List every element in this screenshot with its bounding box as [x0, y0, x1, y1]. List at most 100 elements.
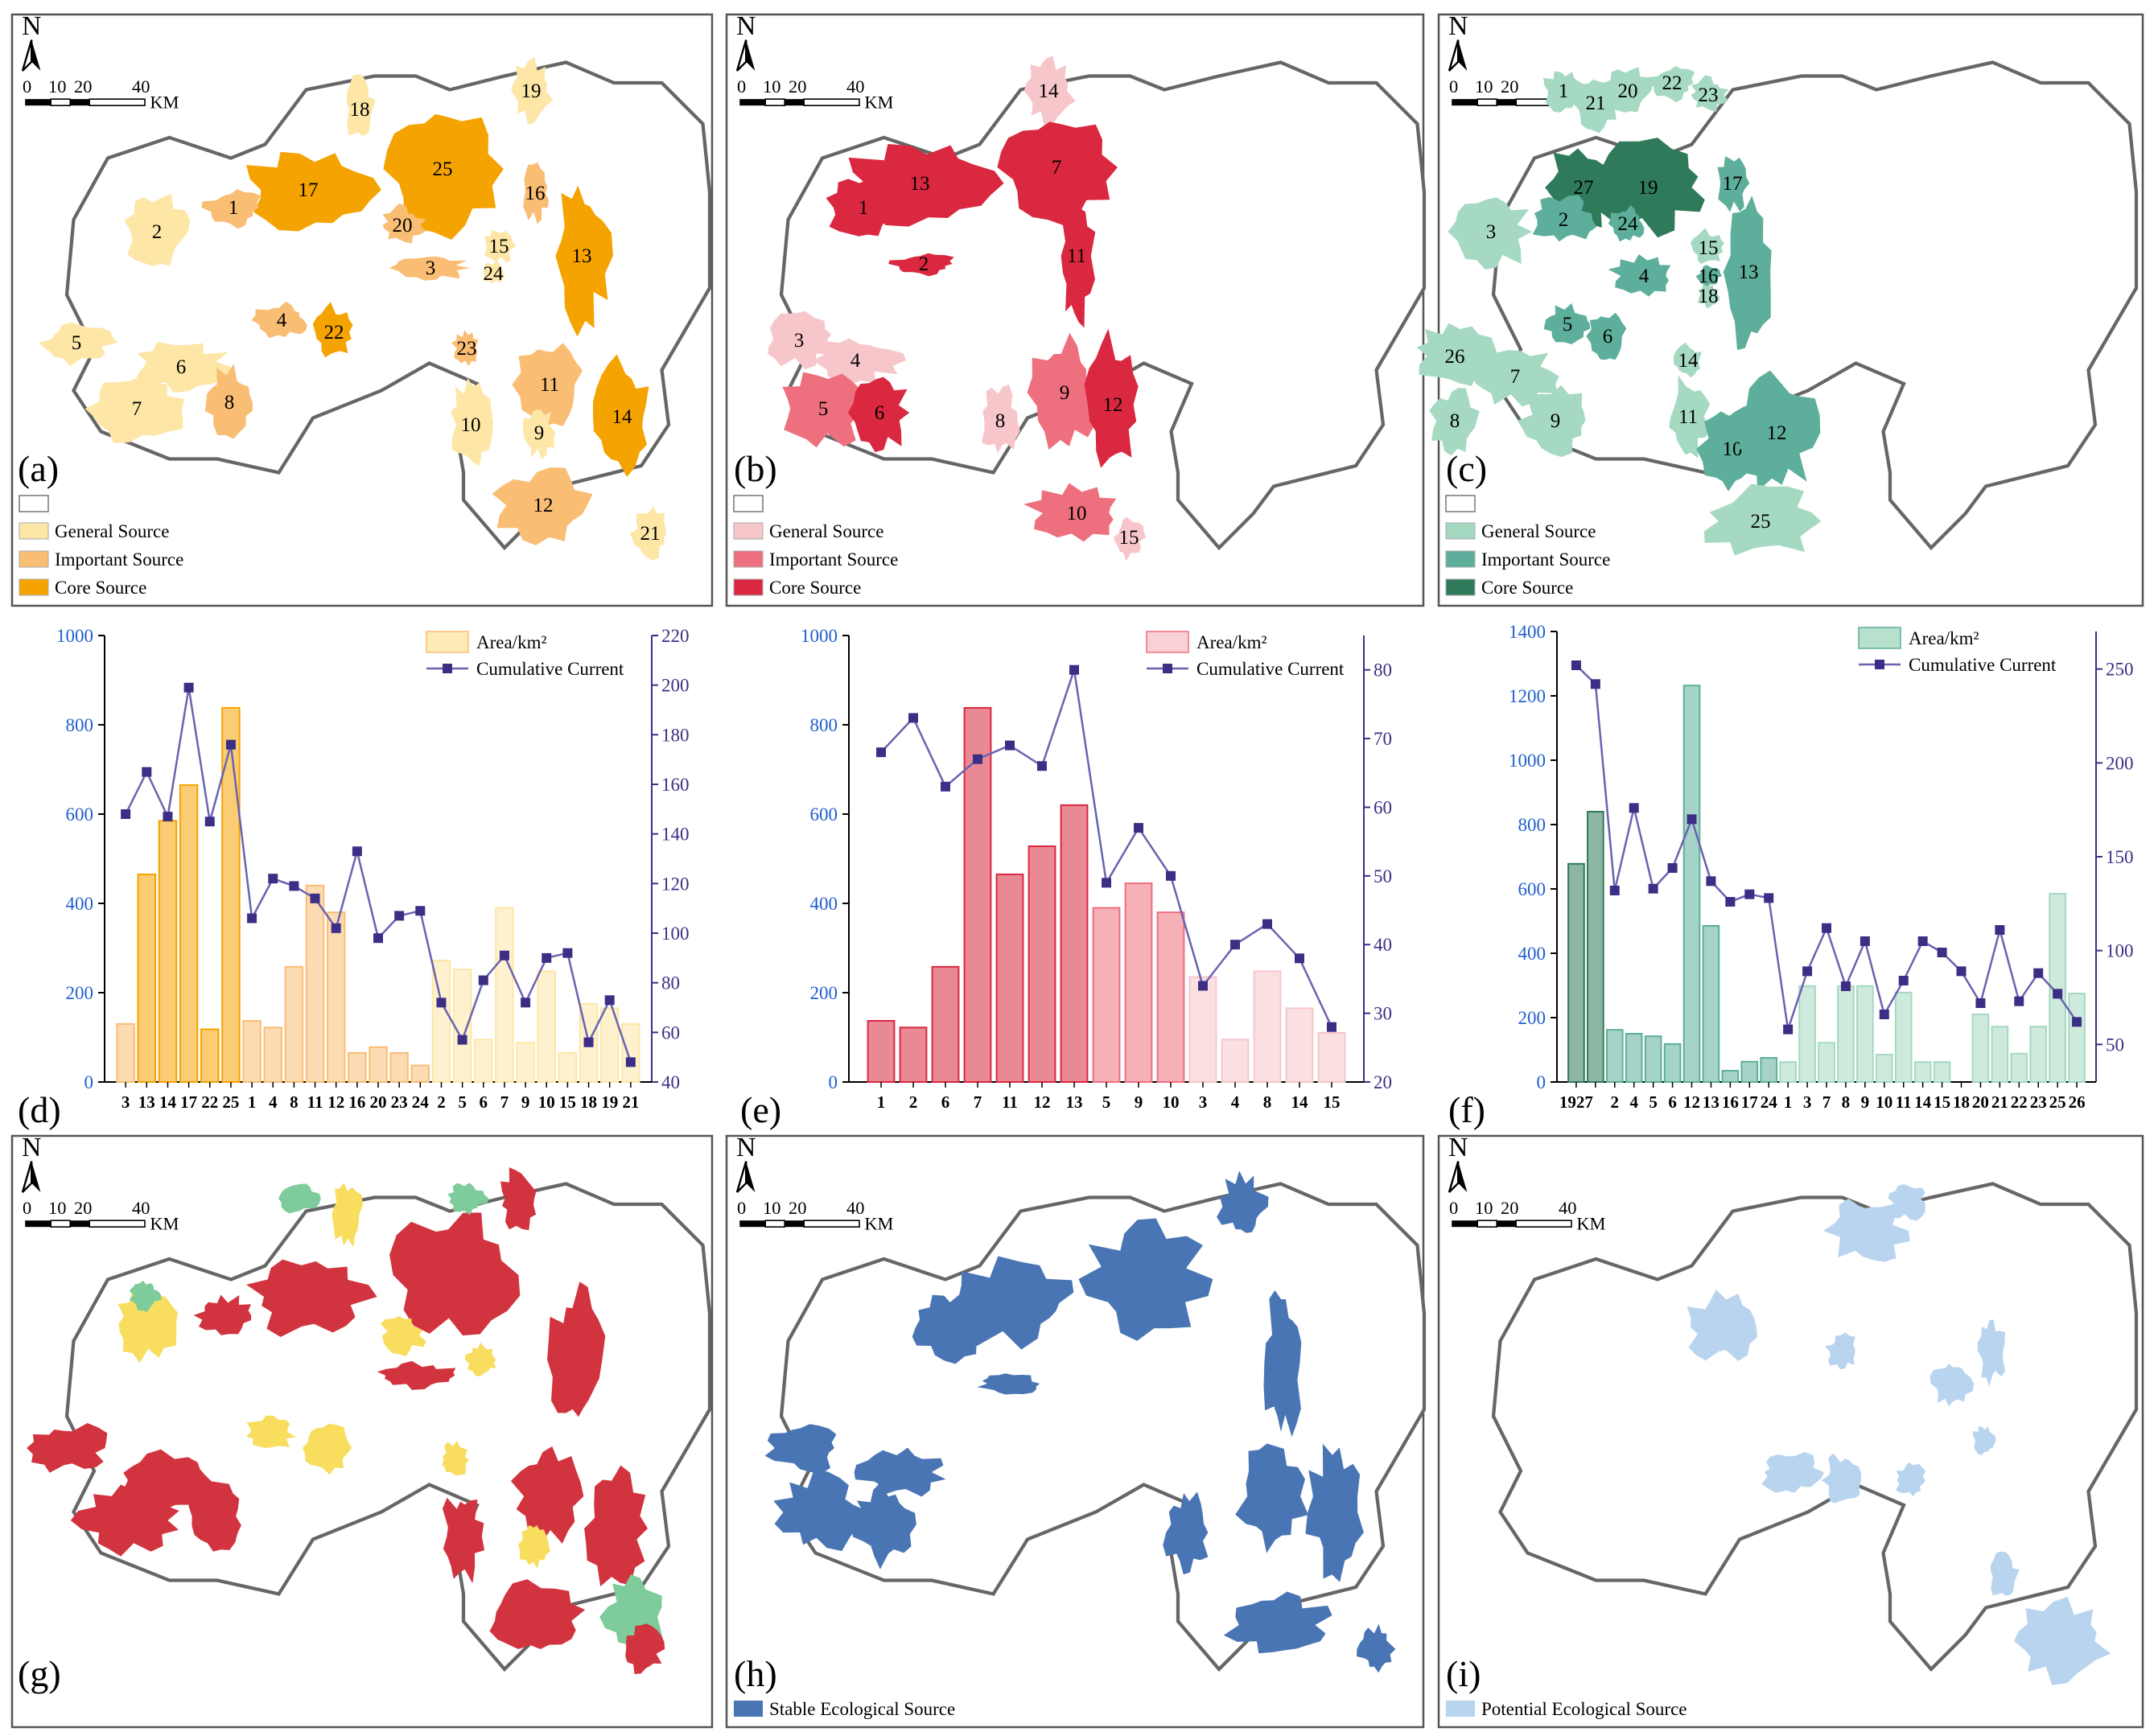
patch-label-a-21: 21: [640, 523, 661, 545]
bar-22: [2010, 1052, 2028, 1084]
bar-17: [179, 784, 199, 1083]
bar-16: [348, 1051, 367, 1084]
bar-11: [305, 884, 325, 1084]
patch-label-c-18: 18: [1699, 286, 1719, 307]
y-right-tick-label: 30: [1374, 1004, 1392, 1024]
x-tick-label: 9: [1135, 1092, 1143, 1112]
patch-i: [1895, 1462, 1926, 1497]
patch-c-12: [1739, 370, 1821, 492]
x-tick-label: 3: [121, 1092, 130, 1112]
patch-label-b-14: 14: [1039, 80, 1060, 102]
current-point-14: [1917, 936, 1928, 946]
y-left-tick-label: 1400: [1509, 622, 1546, 642]
current-point-11: [310, 893, 320, 903]
bar-4: [1625, 1033, 1643, 1083]
patch-label-c-9: 9: [1551, 410, 1561, 432]
legend-bar-label: Area/km²: [476, 632, 546, 652]
patch-b-11: [1061, 171, 1096, 328]
patch-label-b-11: 11: [1067, 245, 1086, 267]
x-tick-label: 20: [370, 1092, 387, 1112]
patch-b-1: [826, 175, 902, 237]
x-tick-label: 1: [248, 1092, 257, 1112]
patch-label-a-2: 2: [152, 221, 163, 243]
bar-3: [1798, 985, 1816, 1084]
x-tick-label: 25: [222, 1092, 239, 1112]
current-point-15: [562, 948, 573, 958]
patch-a-11: [512, 343, 583, 426]
chart-f: 0 200 400 600 800 1000 1200 1400 50 100 150 200 250 1…: [1448, 622, 2134, 1130]
patch-i: [2014, 1596, 2111, 1685]
patch-g-green: [129, 1280, 162, 1312]
patch-label-c-1: 1: [1559, 80, 1569, 102]
x-tick-label: 2: [1611, 1092, 1620, 1112]
bar-6: [474, 1039, 493, 1084]
bar-13: [137, 873, 157, 1084]
patch-b-2: [888, 253, 954, 277]
current-point-1: [247, 913, 257, 924]
patch-label-a-23: 23: [457, 338, 477, 360]
x-tick-label: 18: [580, 1092, 597, 1112]
bar-22: [200, 1028, 220, 1084]
map-b-legend: General Source Important Source Core Sou…: [733, 495, 898, 598]
current-point-10: [1879, 1010, 1889, 1019]
current-point-27: [1590, 679, 1600, 689]
patch-label-a-16: 16: [525, 183, 546, 204]
patch-a-7: [84, 375, 184, 443]
legend-stable-swatch: [734, 1701, 763, 1717]
x-tick-label: 1: [1784, 1092, 1793, 1112]
patch-g-red: [389, 1212, 521, 1336]
y-right-tick-label: 40: [1374, 935, 1392, 955]
patch-h: [1357, 1623, 1396, 1673]
x-tick-label: 6: [1668, 1092, 1677, 1112]
y-right-tick-label: 100: [661, 924, 690, 944]
patch-g-red: [500, 1167, 537, 1231]
patch-a-23: [451, 330, 479, 366]
bar-14: [158, 820, 178, 1083]
x-tick-label: 20: [1972, 1092, 1989, 1112]
patch-i: [1977, 1319, 2005, 1387]
current-point-16: [352, 846, 362, 857]
x-tick-label: 10: [1876, 1092, 1892, 1112]
x-tick-label: 21: [1991, 1092, 2008, 1112]
patch-g-red: [246, 1259, 377, 1337]
patch-c-24: [1608, 204, 1645, 242]
patch-b-12: [1084, 328, 1139, 468]
patch-g-red: [188, 1481, 241, 1552]
patch-label-a-3: 3: [426, 257, 436, 279]
panel-label-h: (h): [734, 1653, 777, 1694]
patch-b-10: [1023, 483, 1117, 542]
bar-4: [1221, 1039, 1250, 1084]
current-point-7: [973, 754, 982, 764]
patch-a-21: [629, 506, 666, 561]
patch-h: [1217, 1170, 1269, 1233]
patch-g-red: [510, 1446, 584, 1544]
patch-label-a-19: 19: [521, 80, 542, 102]
x-tick-label: 5: [1649, 1092, 1658, 1112]
patch-a-3: [389, 256, 470, 281]
current-point-21: [1995, 925, 2005, 935]
patch-label-c-11: 11: [1678, 406, 1698, 428]
current-point-25: [225, 739, 236, 750]
bar-8: [1253, 970, 1282, 1083]
y-right-tick-label: 180: [661, 725, 690, 745]
patch-c-3: [1448, 197, 1532, 269]
patch-a-9: [522, 409, 555, 459]
patch-a-14: [593, 354, 649, 477]
patch-i: [1824, 1332, 1855, 1370]
y-right-tick-label: 150: [2106, 847, 2134, 867]
x-tick-label: 13: [1703, 1092, 1719, 1112]
patch-g-yellow: [117, 1282, 178, 1364]
patch-label-a-7: 7: [132, 398, 142, 420]
current-point-1: [876, 747, 886, 758]
patch-a-1: [201, 189, 261, 229]
legend-bar-swatch: [426, 631, 469, 653]
y-left-tick-label: 200: [1518, 1008, 1547, 1028]
patch-i: [1761, 1452, 1824, 1493]
patch-g-yellow: [381, 1316, 426, 1356]
patch-label-a-8: 8: [224, 392, 235, 413]
patch-label-b-12: 12: [1103, 394, 1123, 416]
y-right-tick-label: 20: [1374, 1072, 1392, 1092]
patch-g-red: [377, 1360, 456, 1390]
